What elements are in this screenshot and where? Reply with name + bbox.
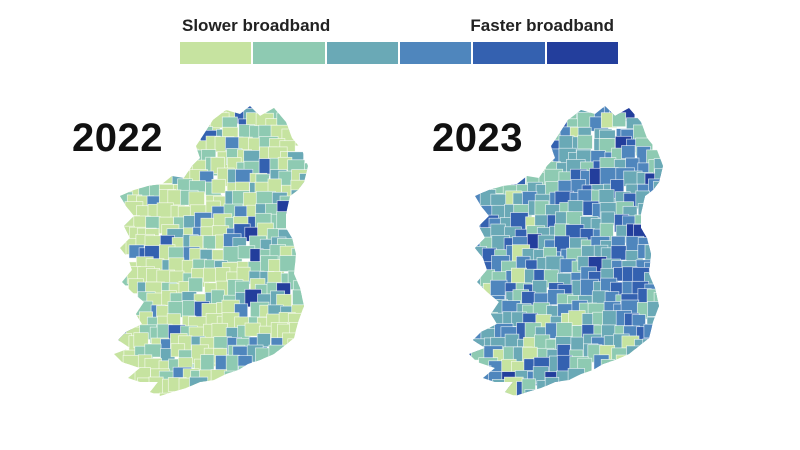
county-area-cell — [644, 244, 663, 261]
legend-swatch-4 — [399, 42, 474, 64]
county-area-cell — [189, 376, 209, 395]
county-area-cell — [279, 255, 297, 272]
county-area-cell — [225, 354, 240, 373]
county-area-cell — [188, 277, 203, 293]
county-area-cell — [188, 191, 205, 207]
county-area-cell — [223, 370, 243, 386]
county-area-cell — [521, 378, 536, 396]
county-area-cell — [156, 167, 174, 184]
legend-swatch-1 — [180, 42, 254, 64]
county-area-cell — [211, 178, 226, 194]
county-area-cell — [544, 376, 560, 392]
county-area-cell — [556, 322, 573, 339]
county-area-cell — [238, 365, 254, 381]
county-area-cell — [182, 300, 197, 319]
ireland-map-2022 — [114, 106, 308, 396]
county-area-cell — [567, 368, 585, 383]
legend-color-scale — [180, 42, 618, 64]
legend-swatch-6 — [546, 42, 618, 64]
county-area-cell — [653, 180, 663, 196]
county-area-cell — [287, 338, 307, 355]
year-label-2022: 2022 — [72, 116, 163, 160]
legend-low-label: Slower broadband — [182, 16, 331, 35]
county-area-cell — [202, 235, 218, 250]
county-area-cell — [577, 134, 593, 150]
county-area-cell — [148, 376, 164, 394]
county-area-cell — [211, 322, 228, 339]
county-area-cell — [626, 345, 646, 361]
legend-high-label: Faster broadband — [470, 16, 614, 35]
county-area-cell — [615, 354, 634, 371]
county-area-cell — [114, 239, 128, 256]
county-area-cell — [621, 145, 636, 159]
county-area-cell — [472, 365, 490, 383]
county-area-cell — [237, 355, 253, 374]
county-area-cell — [159, 392, 173, 396]
county-area-cell — [200, 354, 215, 372]
ireland-map-2023 — [469, 106, 663, 396]
legend-swatch-2 — [253, 42, 327, 64]
county-area-cell — [290, 189, 308, 205]
county-area-cell — [268, 344, 286, 362]
county-area-cell — [490, 279, 508, 297]
county-area-cell — [256, 333, 271, 348]
county-area-cell — [600, 359, 615, 378]
county-area-cell — [282, 332, 302, 350]
year-label-2023: 2023 — [432, 116, 523, 160]
county-area-cell — [610, 245, 627, 261]
legend-swatch-3 — [326, 42, 400, 64]
county-area-cell — [304, 162, 308, 180]
county-area-cell — [647, 301, 663, 317]
legend-swatch-5 — [473, 42, 547, 64]
county-area-cell — [642, 338, 657, 356]
county-area-cell — [643, 323, 660, 339]
county-area-cell — [612, 112, 627, 128]
county-area-cell — [290, 179, 308, 197]
county-area-cell — [524, 389, 543, 396]
county-area-cell — [276, 211, 296, 229]
county-area-cell — [598, 189, 615, 205]
